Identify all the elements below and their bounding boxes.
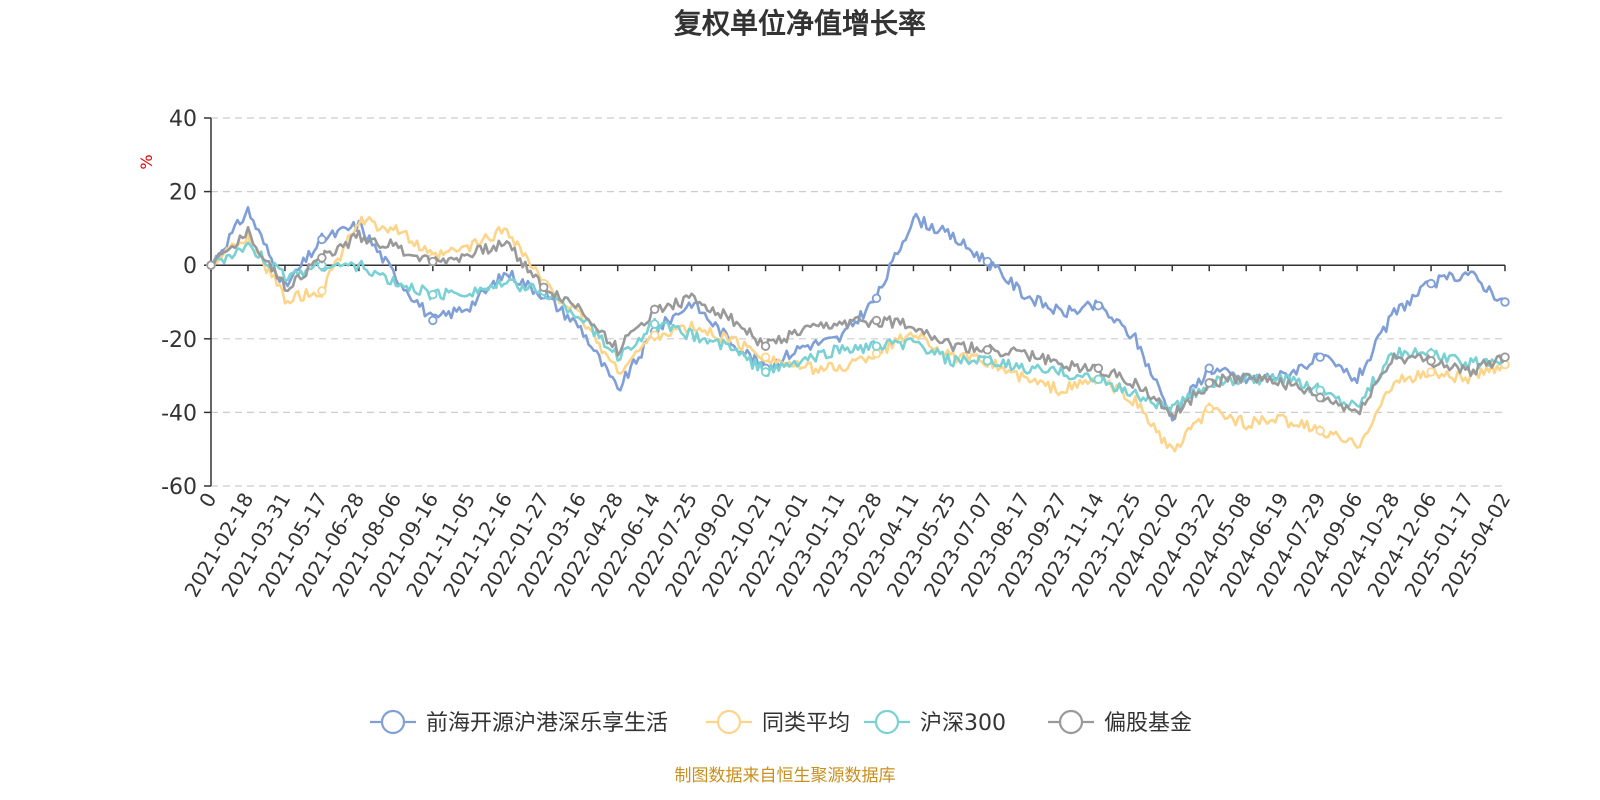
legend: 前海开源沪港深乐享生活 同类平均 沪深300 偏股基金 [370,709,1192,736]
data-point [1426,367,1436,377]
data-point [982,345,993,355]
series-3 [206,241,1510,414]
y-tick-label: 40 [169,107,197,132]
y-axis-unit: % [137,154,156,169]
series-lines [206,206,1510,453]
data-point [982,356,993,366]
data-point [428,289,438,300]
x-tick-label: 0 [194,489,221,512]
data-point [1093,374,1104,384]
series-line-2 [210,215,1506,453]
data-point [539,282,549,292]
series-line-3 [210,241,1506,414]
data-point [649,304,660,315]
y-tick-label: -40 [161,401,197,426]
legend-swatch-marker [1058,709,1084,735]
legend-swatch-marker [380,709,406,735]
data-point [317,286,327,296]
data-point [1500,352,1510,362]
data-point [428,315,438,326]
data-point [206,260,216,270]
data-point [1204,404,1214,414]
data-point [1315,352,1325,362]
data-point [1315,426,1325,436]
y-tick-label: 0 [183,254,197,279]
data-source-note: 制图数据来自恒生聚源数据库 [675,766,896,786]
data-point [317,234,327,245]
data-point [871,315,882,326]
legend-item-2[interactable]: 同类平均 [706,709,850,736]
data-point [649,319,660,329]
data-point [1093,300,1104,311]
y-tick-label: 20 [169,181,197,206]
legend-item-3[interactable]: 沪深300 [864,709,1006,736]
data-point [871,293,882,304]
legend-label: 沪深300 [920,711,1006,736]
series-4 [206,226,1510,420]
legend-swatch-marker [874,709,900,735]
x-axis: 02021-02-182021-03-312021-05-172021-06-2… [179,264,1515,601]
y-axis: 40 20 0 -20 -40 -60 [161,107,212,500]
legend-label: 偏股基金 [1104,711,1192,736]
data-point [1315,392,1325,403]
data-point [1426,278,1436,289]
data-point [1204,378,1214,388]
data-point [428,256,438,267]
data-point [871,348,882,359]
series-line-4 [210,226,1507,420]
data-point [1426,356,1436,366]
data-point [760,367,771,377]
y-tick-label: -60 [161,475,197,500]
data-point [317,253,327,263]
data-point [1204,363,1214,373]
data-point [760,341,771,351]
legend-item-4[interactable]: 偏股基金 [1048,709,1192,736]
data-point [649,330,660,340]
legend-label: 前海开源沪港深乐享生活 [426,711,668,736]
chart-title: 复权单位净值增长率 [674,7,926,40]
data-point [982,256,993,267]
legend-label: 同类平均 [762,711,850,736]
legend-item-1[interactable]: 前海开源沪港深乐享生活 [370,709,668,736]
y-tick-label: -20 [161,328,197,353]
data-point [1093,363,1104,373]
data-point [760,352,771,362]
legend-swatch-marker [716,709,742,735]
data-point [1500,297,1510,307]
data-point [871,341,882,351]
